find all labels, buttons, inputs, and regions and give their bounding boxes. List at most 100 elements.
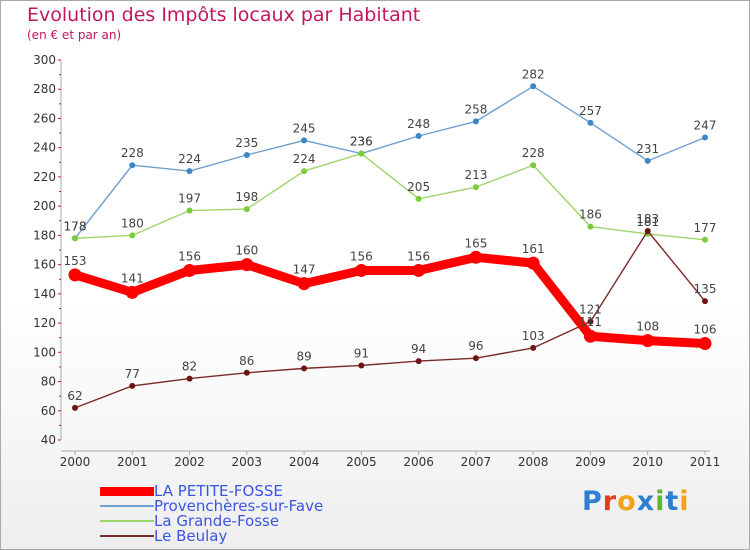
- legend-swatch: [100, 535, 154, 537]
- data-point-la-grande-fosse: [301, 168, 308, 175]
- series-line-la-petite-fosse: [73, 252, 706, 349]
- proxiti-logo: Proxiti: [582, 486, 690, 517]
- data-label-provencheres-sur-fave: 248: [407, 117, 430, 131]
- legend-swatch: [100, 520, 154, 522]
- data-label-provencheres-sur-fave: 236: [350, 135, 373, 149]
- data-label-la-grande-fosse: 198: [235, 190, 258, 204]
- data-point-la-grande-fosse: [702, 236, 708, 243]
- y-tick-label: 80: [41, 375, 56, 389]
- data-label-provencheres-sur-fave: 224: [178, 152, 201, 166]
- data-point-la-grande-fosse: [72, 235, 78, 242]
- data-point-le-beulay: [358, 362, 365, 369]
- data-point-la-petite-fosse: [583, 329, 597, 343]
- data-label-provencheres-sur-fave: 178: [64, 219, 87, 233]
- data-point-le-beulay: [243, 369, 250, 376]
- data-point-la-grande-fosse: [530, 162, 537, 169]
- y-tick-label: 100: [33, 345, 56, 359]
- series-line-provencheres-sur-fave: [74, 85, 706, 239]
- x-tick-label: 2006: [403, 455, 434, 469]
- data-label-la-grande-fosse: 213: [464, 168, 487, 182]
- x-tick-label: 2003: [232, 455, 263, 469]
- y-tick-label: 180: [33, 228, 56, 242]
- data-label-la-grande-fosse: 181: [636, 215, 659, 229]
- data-point-la-petite-fosse: [297, 277, 311, 291]
- series-line-la-grande-fosse: [74, 152, 706, 241]
- y-tick-label: 300: [33, 53, 56, 67]
- data-label-la-petite-fosse: 111: [579, 315, 602, 329]
- data-label-la-petite-fosse: 156: [350, 249, 373, 263]
- y-tick-label: 200: [33, 199, 56, 213]
- data-label-le-beulay: 62: [67, 389, 82, 403]
- legend-label: LA PETITE-FOSSE: [154, 482, 283, 500]
- data-label-la-petite-fosse: 161: [522, 242, 545, 256]
- data-label-le-beulay: 86: [239, 354, 254, 368]
- data-point-la-grande-fosse: [186, 207, 193, 214]
- data-point-le-beulay: [301, 365, 308, 372]
- x-tick-label: 2007: [461, 455, 492, 469]
- data-label-provencheres-sur-fave: 258: [464, 102, 487, 116]
- data-label-la-grande-fosse: 236: [350, 135, 373, 149]
- y-tick-label: 160: [33, 258, 56, 272]
- data-label-provencheres-sur-fave: 235: [235, 136, 258, 150]
- data-point-provencheres-sur-fave: [186, 168, 193, 175]
- data-point-provencheres-sur-fave: [702, 134, 708, 141]
- chart-title: Evolution des Impôts locaux par Habitant: [27, 4, 421, 26]
- y-tick-label: 40: [41, 433, 56, 447]
- data-point-la-petite-fosse: [412, 263, 426, 277]
- y-tick-label: 260: [33, 111, 56, 125]
- data-label-provencheres-sur-fave: 282: [522, 67, 545, 81]
- data-label-la-grande-fosse: 197: [178, 192, 201, 206]
- data-point-la-grande-fosse: [129, 232, 136, 239]
- data-point-la-grande-fosse: [415, 195, 422, 202]
- x-tick-label: 2004: [289, 455, 320, 469]
- data-label-la-petite-fosse: 108: [636, 320, 659, 334]
- x-tick-label: 2002: [174, 455, 205, 469]
- data-label-le-beulay: 94: [411, 342, 426, 356]
- x-tick-label: 2000: [60, 455, 91, 469]
- data-point-provencheres-sur-fave: [243, 152, 250, 158]
- data-point-provencheres-sur-fave: [129, 162, 136, 169]
- x-tick-label: 2011: [690, 455, 721, 469]
- legend-label: Provenchères-sur-Fave: [154, 497, 324, 515]
- data-point-provencheres-sur-fave: [530, 83, 537, 90]
- data-point-la-petite-fosse: [526, 256, 540, 270]
- x-tick-label: 2010: [632, 455, 663, 469]
- data-point-la-petite-fosse: [469, 250, 483, 264]
- series-line-le-beulay: [74, 230, 706, 409]
- x-tick-label: 2008: [518, 455, 549, 469]
- data-label-la-grande-fosse: 186: [579, 208, 602, 222]
- data-point-le-beulay: [472, 355, 479, 362]
- data-label-provencheres-sur-fave: 228: [121, 146, 144, 160]
- y-tick-label: 220: [33, 170, 56, 184]
- data-label-le-beulay: 103: [522, 329, 545, 343]
- data-label-la-petite-fosse: 165: [464, 236, 487, 250]
- data-point-la-petite-fosse: [68, 268, 82, 282]
- data-label-la-grande-fosse: 180: [121, 216, 144, 230]
- x-tick-label: 2001: [117, 455, 148, 469]
- data-label-la-petite-fosse: 141: [121, 271, 144, 285]
- data-point-la-grande-fosse: [358, 150, 365, 157]
- data-label-provencheres-sur-fave: 245: [293, 121, 316, 135]
- data-point-provencheres-sur-fave: [644, 157, 651, 164]
- data-label-la-petite-fosse: 106: [694, 323, 717, 337]
- data-label-la-petite-fosse: 156: [178, 249, 201, 263]
- data-point-provencheres-sur-fave: [472, 118, 479, 125]
- x-tick-label: 2009: [575, 455, 606, 469]
- legend-label: Le Beulay: [154, 527, 228, 545]
- data-point-la-petite-fosse: [240, 258, 254, 272]
- legend-label: La Grande-Fosse: [154, 512, 280, 530]
- data-point-provencheres-sur-fave: [301, 137, 308, 144]
- data-point-le-beulay: [587, 318, 594, 325]
- data-label-la-petite-fosse: 153: [64, 254, 87, 268]
- data-label-le-beulay: 82: [182, 360, 197, 374]
- data-label-le-beulay: 91: [354, 346, 369, 360]
- data-point-provencheres-sur-fave: [415, 133, 422, 139]
- data-label-la-grande-fosse: 228: [522, 146, 545, 160]
- data-label-le-beulay: 183: [636, 212, 659, 226]
- data-label-provencheres-sur-fave: 257: [579, 104, 602, 118]
- data-label-le-beulay: 121: [579, 303, 602, 317]
- legend-swatch: [100, 486, 154, 496]
- x-tick-label: 2005: [346, 455, 377, 469]
- data-label-la-grande-fosse: 205: [407, 180, 430, 194]
